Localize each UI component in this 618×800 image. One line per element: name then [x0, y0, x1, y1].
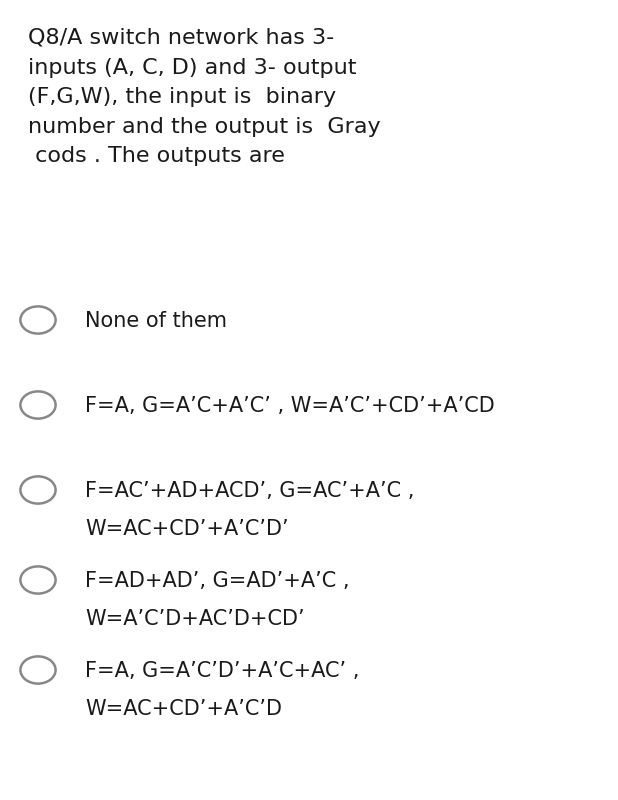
Text: F=AC’+AD+ACD’, G=AC’+A’C ,: F=AC’+AD+ACD’, G=AC’+A’C , — [85, 481, 415, 501]
Text: W=AC+CD’+A’C’D: W=AC+CD’+A’C’D — [85, 699, 282, 719]
Text: None of them: None of them — [85, 311, 227, 331]
Text: F=A, G=A’C+A’C’ , W=A’C’+CD’+A’CD: F=A, G=A’C+A’C’ , W=A’C’+CD’+A’CD — [85, 396, 495, 416]
Text: Q8/A switch network has 3-
inputs (A, C, D) and 3- output
(F,G,W), the input is : Q8/A switch network has 3- inputs (A, C,… — [28, 28, 381, 166]
Text: W=A’C’D+AC’D+CD’: W=A’C’D+AC’D+CD’ — [85, 609, 305, 629]
Text: F=A, G=A’C’D’+A’C+AC’ ,: F=A, G=A’C’D’+A’C+AC’ , — [85, 661, 360, 681]
Text: F=AD+AD’, G=AD’+A’C ,: F=AD+AD’, G=AD’+A’C , — [85, 571, 350, 591]
Text: W=AC+CD’+A’C’D’: W=AC+CD’+A’C’D’ — [85, 519, 289, 539]
